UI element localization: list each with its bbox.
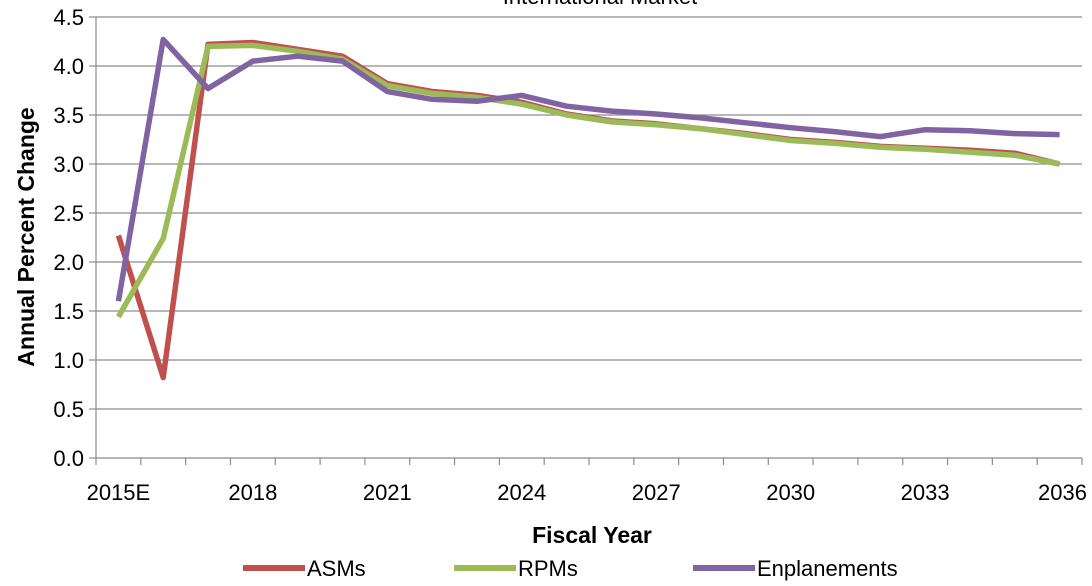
legend-item-enplanements: Enplanements — [693, 556, 898, 581]
y-tick-label: 3.0 — [53, 152, 84, 177]
y-tick-label: 0.5 — [53, 397, 84, 422]
y-tick-label: 4.5 — [53, 5, 84, 30]
y-tick-label: 4.0 — [53, 54, 84, 79]
legend: ASMs RPMs Enplanements — [243, 556, 898, 581]
series-line-rpms — [116, 42, 1061, 319]
y-tick-label: 2.0 — [53, 250, 84, 275]
x-tick-label: 2024 — [497, 480, 546, 505]
x-axis-title: Fiscal Year — [532, 522, 652, 548]
x-tick-label: 2036 — [1038, 480, 1087, 505]
y-tick-label: 0.0 — [53, 446, 84, 471]
legend-item-rpms: RPMs — [454, 556, 578, 581]
series-line-asms — [115, 39, 1061, 381]
gridlines — [96, 16, 1082, 410]
y-tick-label: 3.5 — [53, 103, 84, 128]
x-tick-label: 2033 — [901, 480, 950, 505]
legend-label: ASMs — [307, 556, 366, 581]
axes — [89, 16, 1083, 465]
x-tick-label: 2027 — [632, 480, 681, 505]
axis-labels: 0.0 0.5 1.0 1.5 2.0 2.5 3.0 3.5 4.0 4.5 2015E 2018 2… — [53, 5, 1087, 505]
x-tick-label: 2015E — [87, 480, 151, 505]
x-tick-label: 2021 — [363, 480, 412, 505]
y-tick-label: 1.0 — [53, 348, 84, 373]
legend-label: Enplanements — [757, 556, 898, 581]
y-tick-label: 1.5 — [53, 299, 84, 324]
series-line-enplanements — [115, 36, 1060, 302]
y-axis-title: Annual Percent Change — [13, 107, 39, 366]
y-tick-label: 2.5 — [53, 201, 84, 226]
x-tick-label: 2030 — [766, 480, 815, 505]
chart-title: International Market — [503, 0, 697, 9]
x-tick-label: 2018 — [228, 480, 277, 505]
series-lines — [115, 36, 1061, 381]
legend-label: RPMs — [518, 556, 578, 581]
legend-item-asms: ASMs — [243, 556, 366, 581]
